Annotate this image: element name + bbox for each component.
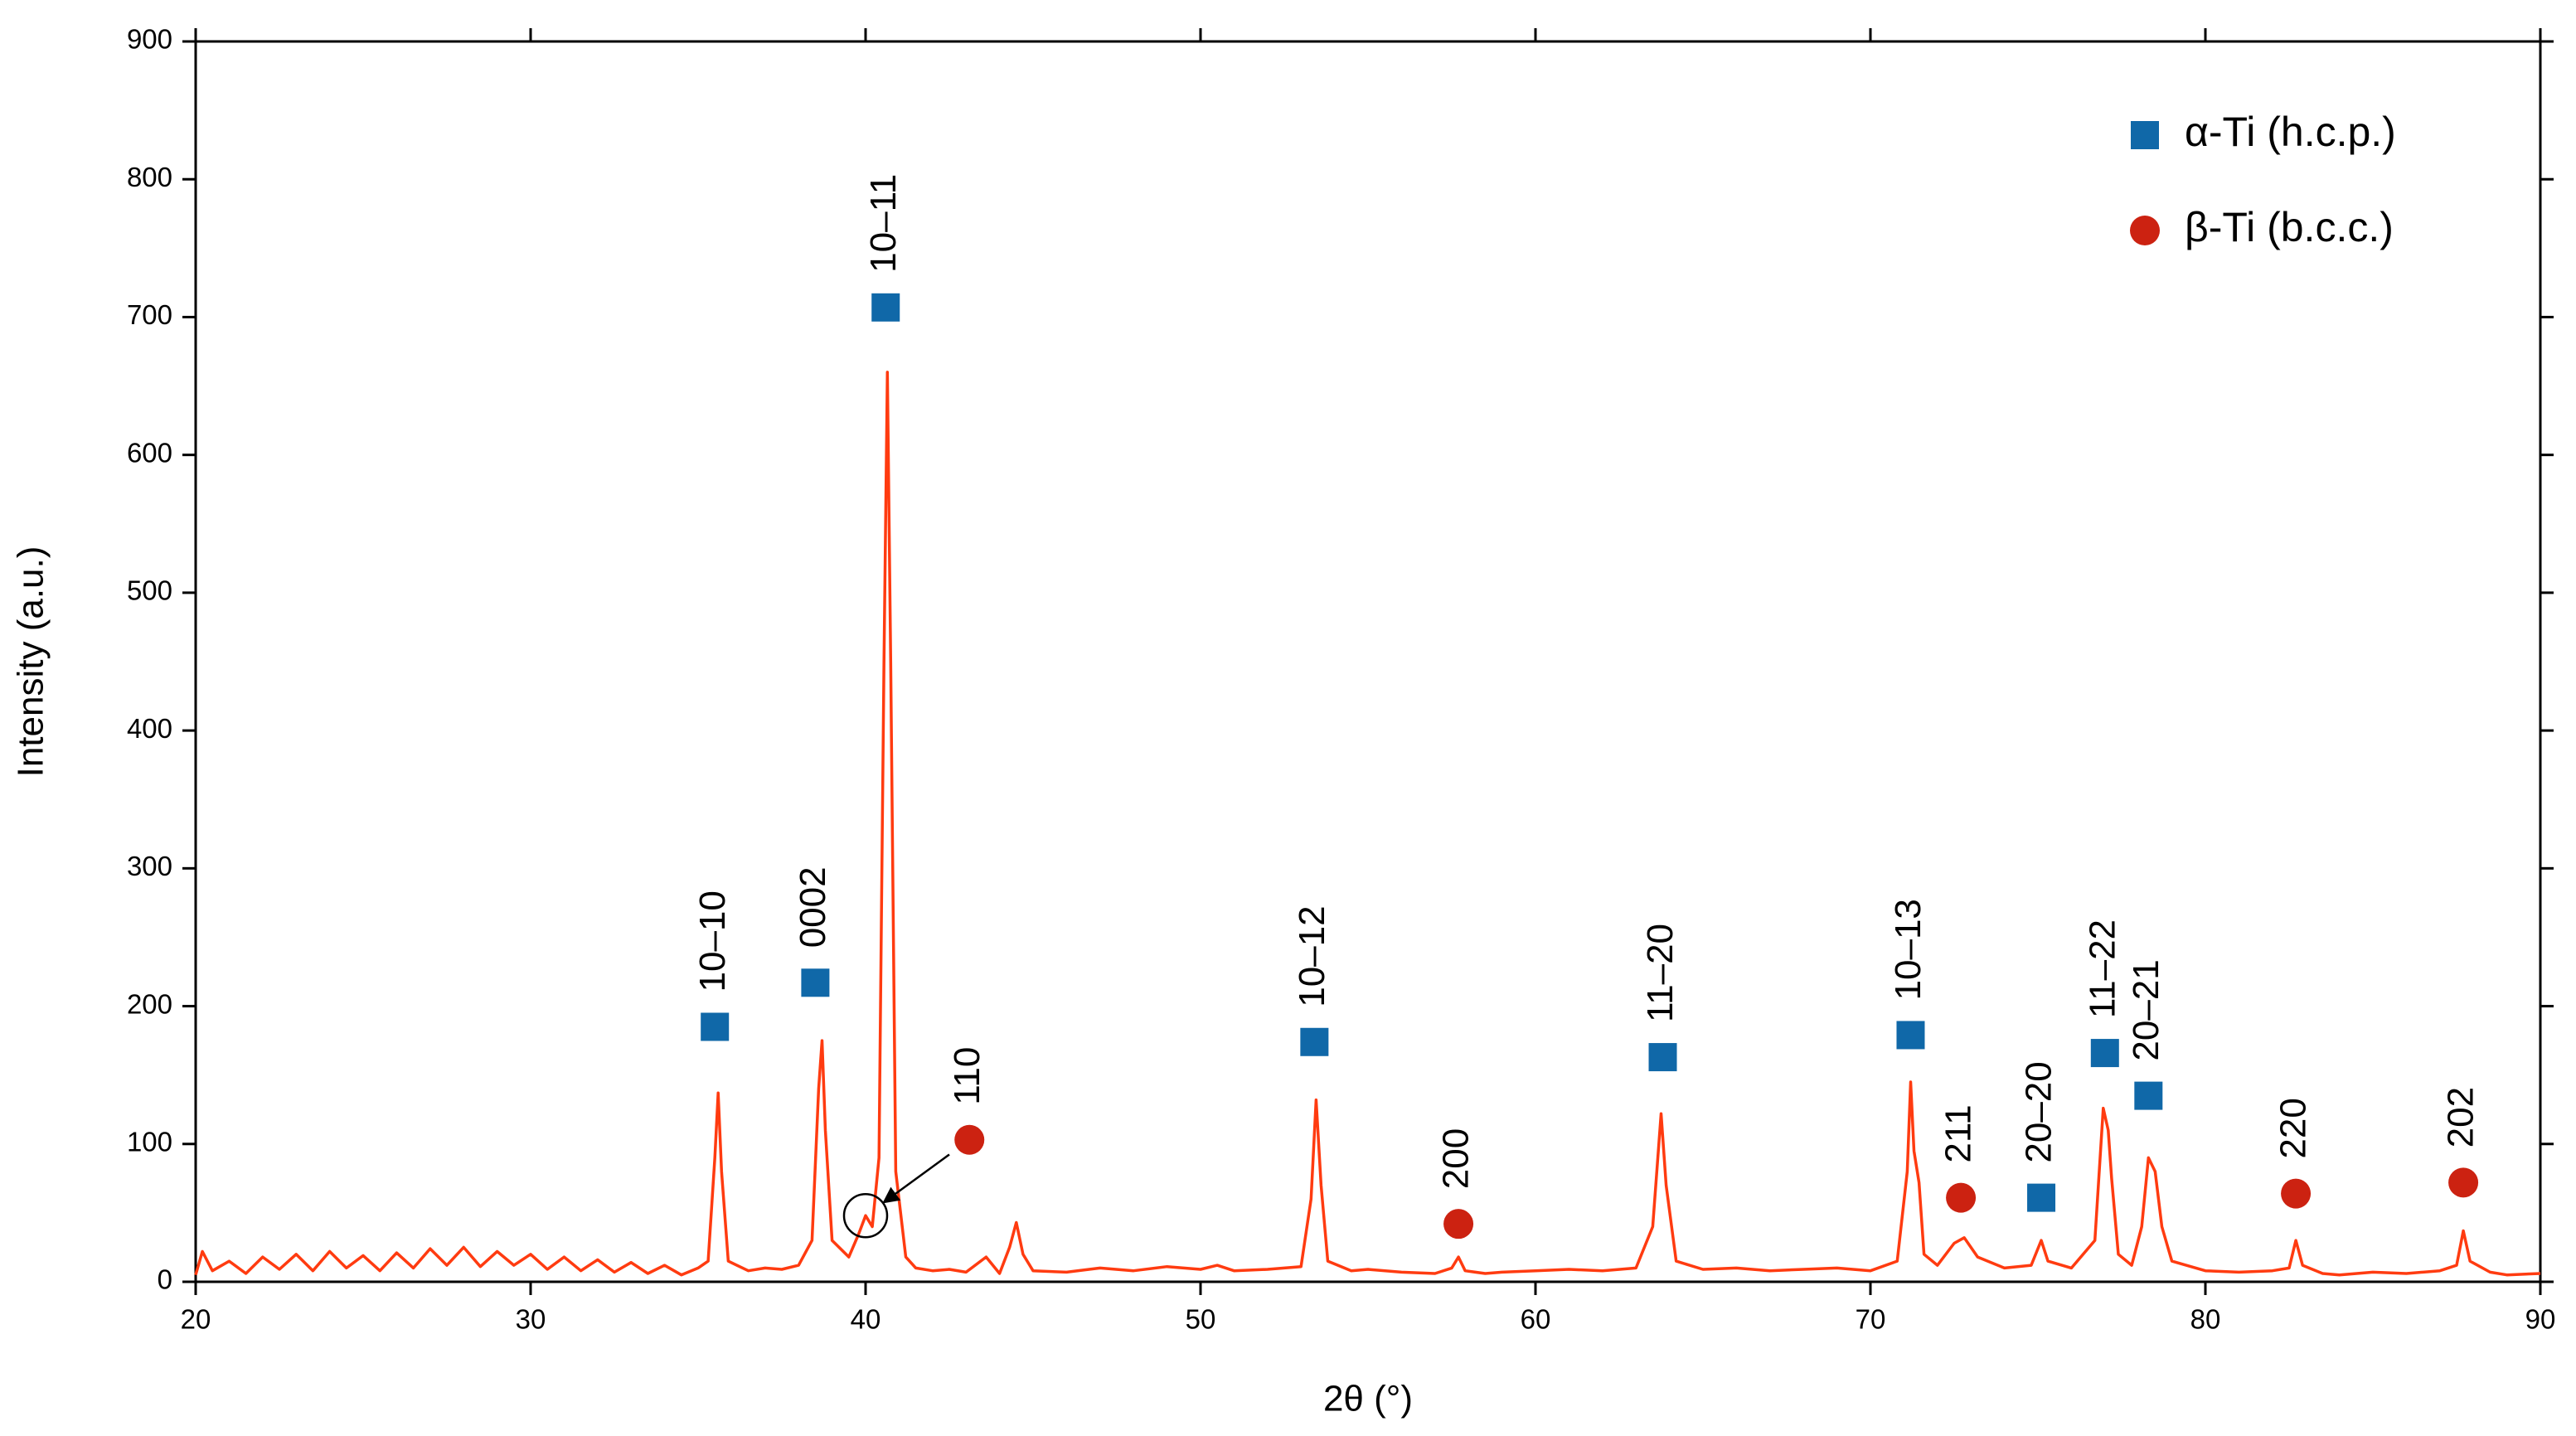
plot-frame xyxy=(194,40,2542,1283)
peak-label: 11–22 xyxy=(2082,919,2122,1018)
y-tick-label: 200 xyxy=(127,988,172,1019)
peak-label: 20–20 xyxy=(2019,1061,2059,1162)
phase-marker xyxy=(1300,1027,1329,1056)
peak-label: 200 xyxy=(1436,1128,1477,1189)
y-tick-label: 300 xyxy=(127,851,172,881)
y-tick-label: 900 xyxy=(127,24,172,55)
peak-label: 211 xyxy=(1938,1104,1979,1162)
y-axis-label: Intensity (a.u.) xyxy=(11,546,51,778)
y-tick-label: 100 xyxy=(127,1126,172,1157)
phase-marker xyxy=(1896,1021,1925,1050)
x-tick-label: 80 xyxy=(2190,1304,2221,1335)
phase-marker xyxy=(1946,1182,1977,1213)
phase-marker xyxy=(2027,1183,2056,1212)
legend-marker xyxy=(2131,121,2159,149)
phase-marker xyxy=(2448,1167,2479,1198)
peak-label: 0002 xyxy=(793,866,833,948)
peak-label: 10–12 xyxy=(1292,905,1332,1007)
peak-label: 10–13 xyxy=(1888,899,1928,1000)
peak-label: 11–20 xyxy=(1640,924,1681,1022)
x-tick-label: 70 xyxy=(1856,1304,1886,1335)
x-tick-label: 30 xyxy=(516,1304,546,1335)
y-tick-label: 700 xyxy=(127,299,172,330)
phase-marker xyxy=(2281,1178,2312,1209)
x-tick-label: 50 xyxy=(1186,1304,1216,1335)
legend-marker xyxy=(2130,216,2160,245)
peak-label: 10–11 xyxy=(863,174,904,273)
x-tick-label: 90 xyxy=(2525,1304,2556,1335)
legend-text: β-Ti (b.c.c.) xyxy=(2185,204,2394,250)
phase-marker xyxy=(801,968,830,997)
legend-text: α-Ti (h.c.p.) xyxy=(2185,109,2396,155)
y-tick-label: 500 xyxy=(127,575,172,606)
x-tick-label: 40 xyxy=(851,1304,881,1335)
y-tick-label: 0 xyxy=(158,1264,172,1295)
phase-marker xyxy=(871,293,900,322)
phase-marker xyxy=(701,1012,730,1041)
peak-label: 220 xyxy=(2273,1098,2314,1158)
peak-label: 110 xyxy=(947,1047,987,1105)
phase-marker xyxy=(2090,1039,2119,1068)
phase-marker xyxy=(2134,1081,2163,1110)
peak-label: 10–10 xyxy=(692,890,733,992)
x-axis-label: 2θ (°) xyxy=(1323,1379,1413,1419)
phase-marker xyxy=(954,1124,985,1155)
x-tick-label: 60 xyxy=(1521,1304,1551,1335)
highlight-arrow xyxy=(882,1153,950,1204)
phase-marker xyxy=(1648,1043,1677,1072)
x-tick-label: 20 xyxy=(181,1304,211,1335)
peak-label: 20–21 xyxy=(2126,959,2166,1060)
y-tick-label: 600 xyxy=(127,437,172,468)
xrd-pattern xyxy=(194,371,2541,1277)
highlight-circle xyxy=(842,1192,889,1239)
peak-label: 202 xyxy=(2441,1087,2481,1147)
y-tick-label: 400 xyxy=(127,713,172,744)
phase-marker xyxy=(1443,1209,1474,1240)
y-tick-label: 800 xyxy=(127,162,172,192)
